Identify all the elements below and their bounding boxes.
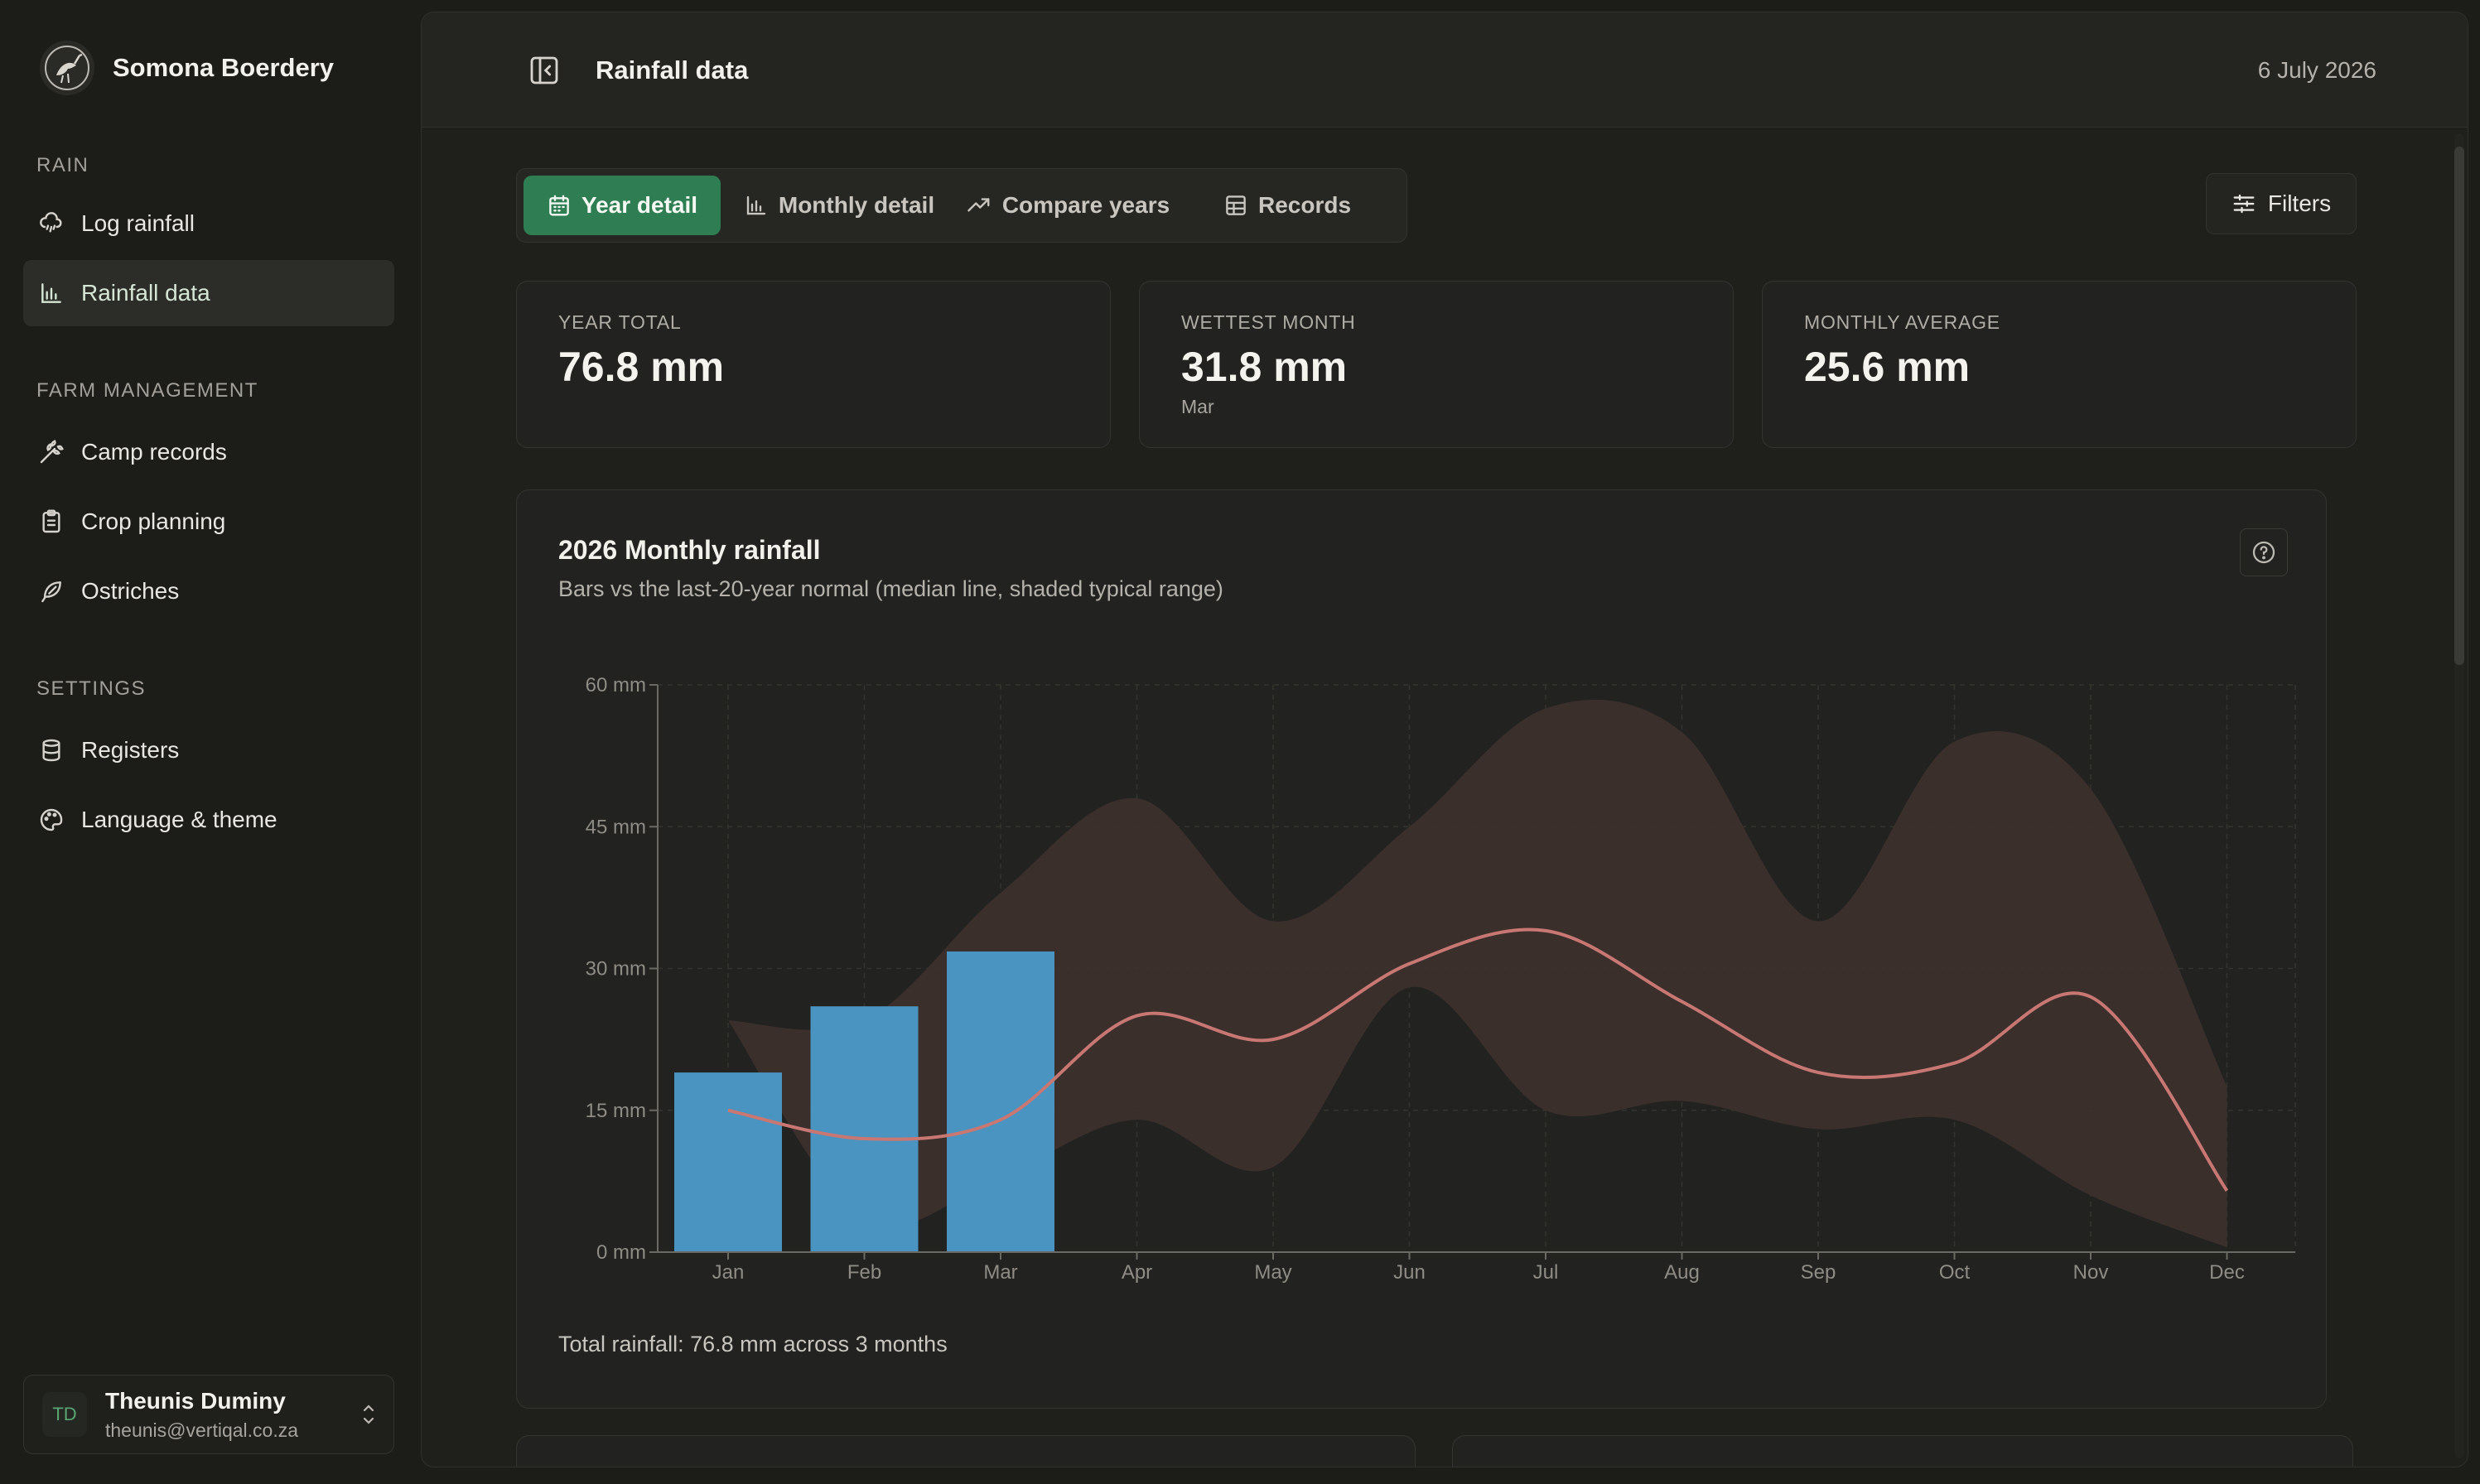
scrollbar-thumb[interactable] [2454,147,2464,665]
sidebar-item-label: Camp records [81,439,227,465]
help-circle-icon [2252,541,2275,564]
x-tick-label: Dec [2209,1261,2245,1284]
chart-footer: Total rainfall: 76.8 mm across 3 months [558,1332,948,1356]
rainfall-chart: 0 mm 15 mm 30 mm 45 mm 60 mm Jan Feb Mar Apr May J… [586,674,2296,1284]
user-menu[interactable]: TD Theunis Duminy theunis@vertiqal.co.za [23,1375,394,1454]
tab-label: Records [1257,192,1352,218]
x-tick-label: May [1254,1261,1291,1284]
tab-monthly-detail[interactable]: Monthly detail [731,176,948,235]
user-name: Theunis Duminy [105,1387,286,1414]
x-tick-label: Jun [1393,1261,1426,1284]
chart-card: 2026 Monthly rainfall Bars vs the last-2… [516,489,2327,1409]
sidebar-item-rainfall-data[interactable]: Rainfall data [23,260,394,326]
x-tick-label: Feb [847,1261,881,1284]
user-email: theunis@vertiqal.co.za [105,1419,299,1441]
sidebar-item-label: Language & theme [81,807,277,832]
database-icon [36,735,66,765]
brand-name: Somona Boerdery [113,53,335,82]
bottom-card-right [1452,1435,2353,1467]
stat-value: 76.8 mm [558,344,725,390]
topbar: Rainfall data 6 July 2026 [422,12,2468,128]
x-tick-label: Nov [2073,1261,2109,1284]
typical-range-band [728,699,2227,1248]
bottom-card-left [516,1435,1416,1467]
stat-sub: Mar [1181,396,1214,417]
chart-title: 2026 Monthly rainfall [558,535,821,565]
chevrons-up-down-icon [359,1400,379,1433]
bar-feb [810,1006,919,1252]
section-label-rain: RAIN [36,154,89,176]
page-title: Rainfall data [596,55,749,84]
feather-icon [36,576,66,606]
tab-label: Monthly detail [778,192,935,218]
avatar: TD [42,1392,87,1437]
section-label-farm-management: FARM MANAGEMENT [36,379,258,402]
table-icon [1223,193,1248,218]
stat-label: WETTEST MONTH [1181,311,1356,333]
current-date: 6 July 2026 [2257,57,2376,83]
sidebar-item-label: Crop planning [81,508,226,534]
x-tick-label: Jan [712,1261,745,1284]
scrollbar[interactable] [2454,133,2464,1458]
ostrich-logo-icon [40,41,94,95]
stat-value: 25.6 mm [1804,344,1971,390]
sidebar-item-crop-planning[interactable]: Crop planning [23,489,394,555]
bar-chart-icon [36,278,66,308]
x-tick-label: Aug [1664,1261,1700,1284]
x-tick-label: Jul [1533,1261,1559,1284]
bar-jan [674,1072,782,1252]
filters-button[interactable]: Filters [2206,173,2357,234]
bar-chart-icon [744,193,769,218]
brand[interactable]: Somona Boerdery [40,38,334,98]
median-line [727,928,2229,1192]
x-tick-label: Oct [1939,1261,1971,1284]
sidebar: Somona Boerdery RAIN Log rainfall Rainfa… [0,0,419,1484]
help-button[interactable] [2240,528,2288,576]
stat-value: 31.8 mm [1181,344,1348,390]
tab-year-detail[interactable]: Year detail [524,176,721,235]
sidebar-item-log-rainfall[interactable]: Log rainfall [23,190,394,257]
stat-label: MONTHLY AVERAGE [1804,311,2000,333]
bar-mar [947,951,1054,1252]
y-tick-label: 30 mm [586,958,646,980]
x-tick-label: Apr [1122,1261,1152,1284]
sidebar-toggle-icon[interactable] [528,54,561,87]
sidebar-item-camp-records[interactable]: Camp records [23,419,394,485]
sidebar-item-label: Ostriches [81,578,180,604]
sidebar-item-label: Registers [81,737,180,763]
sidebar-item-label: Rainfall data [81,280,210,306]
y-tick-label: 0 mm [596,1241,646,1264]
section-label-settings: SETTINGS [36,677,147,700]
clipboard-icon [36,507,66,537]
sidebar-item-language-theme[interactable]: Language & theme [23,787,394,853]
stat-label: YEAR TOTAL [558,311,682,333]
wheat-icon [36,437,66,467]
calendar-icon [547,193,572,218]
sidebar-item-ostriches[interactable]: Ostriches [23,558,394,624]
y-tick-label: 45 mm [586,816,646,838]
y-tick-label: 60 mm [586,674,646,696]
tab-label: Year detail [581,192,698,218]
palette-icon [36,805,66,835]
tab-records[interactable]: Records [1188,176,1387,235]
sidebar-item-registers[interactable]: Registers [23,717,394,783]
cloud-rain-icon [36,209,66,238]
trend-icon [966,193,992,218]
main-panel: Rainfall data 6 July 2026 Year detail Mo… [421,12,2468,1467]
filters-label: Filters [2267,190,2332,216]
stat-card-wettest-month: WETTEST MONTH 31.8 mm Mar [1139,281,1734,448]
view-tabs: Year detail Monthly detail Compare years… [516,168,1407,243]
stat-card-year-total: YEAR TOTAL 76.8 mm [516,281,1111,448]
x-tick-label: Mar [983,1261,1017,1284]
chart-subtitle: Bars vs the last-20-year normal (median … [558,576,1223,601]
x-tick-label: Sep [1801,1261,1836,1284]
sliders-icon [2232,191,2256,216]
tab-compare-years[interactable]: Compare years [956,176,1180,235]
tab-label: Compare years [1001,192,1170,218]
y-tick-label: 15 mm [586,1100,646,1122]
stat-card-monthly-average: MONTHLY AVERAGE 25.6 mm [1762,281,2357,448]
sidebar-item-label: Log rainfall [81,210,195,236]
